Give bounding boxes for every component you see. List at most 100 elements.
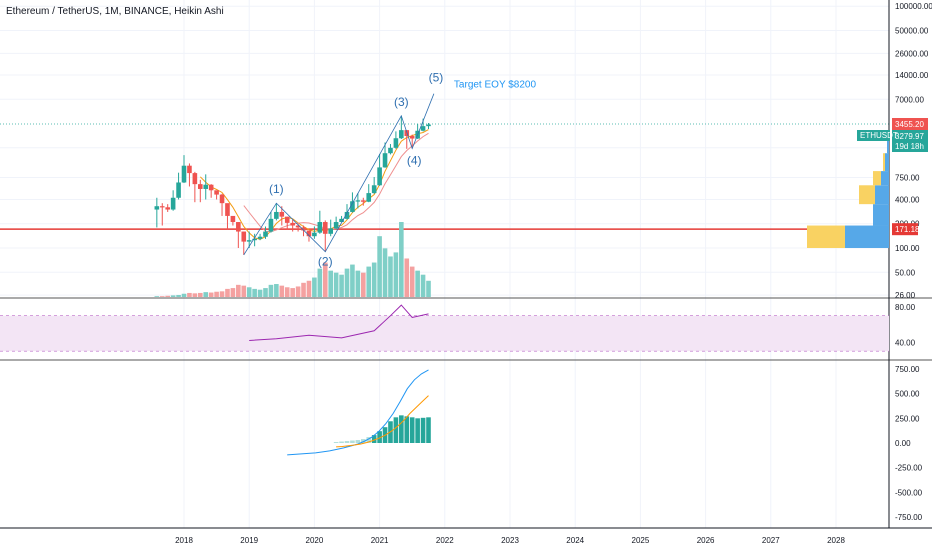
x-tick-label: 2022: [436, 536, 454, 545]
macd-tick-label: -750.00: [895, 513, 923, 522]
volume-bar: [257, 289, 263, 297]
volume-bar: [198, 292, 203, 297]
volume-bar: [219, 291, 225, 297]
macd-tick-label: -250.00: [895, 464, 923, 473]
candle-body: [382, 153, 388, 168]
candle-body: [154, 206, 160, 210]
x-tick-label: 2028: [827, 536, 845, 545]
macd-tick-label: 0.00: [895, 439, 911, 448]
candle-body: [344, 211, 350, 219]
volume-profile-blue: [887, 133, 889, 154]
candle-body: [377, 167, 382, 186]
volume-bar: [181, 293, 187, 297]
volume-bar: [279, 285, 285, 297]
rsi-line: [249, 304, 429, 341]
candle-body: [187, 165, 192, 174]
macd-hist-bar: [355, 440, 361, 443]
candle-body: [225, 203, 230, 216]
candle-body: [328, 228, 333, 234]
candle-body: [219, 194, 225, 204]
countdown-badge-bg: [892, 140, 928, 152]
candles: [154, 115, 431, 255]
grid: [0, 0, 889, 528]
macd-hist-bar: [339, 441, 344, 443]
volume-bar: [154, 296, 160, 297]
candle-body: [350, 201, 355, 212]
volume-bar: [165, 295, 170, 297]
volume-bar: [382, 248, 388, 297]
candle-body: [355, 200, 361, 202]
volume-bar: [388, 256, 393, 297]
price-axis: 100000.00 50000.00 26000.00 14000.00 7000.00…: [895, 2, 932, 522]
time-axis: 2018 2019 2020 2021 2022 2023 2024 2025 2026 2027…: [175, 536, 845, 545]
candle-body: [317, 222, 323, 233]
x-tick-label: 2026: [697, 536, 715, 545]
candle-body: [268, 218, 274, 232]
x-tick-label: 2018: [175, 536, 193, 545]
candle-body: [420, 126, 426, 131]
macd-hist-bar: [344, 441, 350, 443]
volume-bar: [404, 258, 410, 297]
candle-body: [236, 222, 241, 232]
volume-profile-yellow: [873, 171, 881, 186]
volume-profile-yellow: [859, 185, 875, 205]
candle-body: [333, 222, 339, 229]
x-tick-label: 2020: [306, 536, 324, 545]
candle-body: [159, 206, 165, 208]
macd-tick-label: 750.00: [895, 365, 920, 374]
x-tick-label: 2019: [240, 536, 258, 545]
volume-bar: [230, 288, 236, 297]
volume-profile: [807, 133, 889, 248]
volume-profile-yellow: [883, 153, 885, 172]
volume-bar: [350, 264, 355, 297]
volume-bar: [236, 284, 241, 297]
volume-bar: [426, 280, 431, 297]
close-price-badge: 3279.97: [895, 132, 924, 141]
macd-hist-bar: [350, 440, 355, 443]
macd-pane: [287, 369, 431, 456]
countdown-badge: 19d 18h: [895, 142, 924, 151]
pane-separators: [0, 0, 932, 529]
volume-bar: [328, 270, 333, 297]
close-price-badge-bg: [892, 130, 928, 142]
volume-bar: [176, 294, 181, 297]
volume-bar: [159, 296, 165, 297]
rsi-band: [0, 315, 889, 352]
macd-hist-bar: [393, 417, 399, 443]
candle-body: [306, 230, 312, 237]
candle-body: [192, 173, 198, 185]
candle-body: [284, 216, 290, 223]
candle-body: [274, 211, 279, 219]
volume-profile-blue: [885, 153, 889, 172]
volume-bar: [225, 288, 230, 297]
volume-profile-blue: [875, 185, 889, 205]
macd-hist-bar: [420, 417, 426, 443]
candle-body: [241, 231, 247, 242]
rsi-pane: [0, 304, 889, 352]
y-tick-label: 100000.00: [895, 2, 932, 11]
candle-body: [290, 222, 295, 226]
volume-bar: [409, 266, 415, 297]
candle-body: [176, 182, 181, 198]
volume-bar: [301, 282, 306, 297]
volume-bar: [393, 252, 399, 297]
volume-bar: [284, 287, 290, 297]
chart-title: Ethereum / TetherUS, 1M, BINANCE, Heikin…: [6, 6, 224, 17]
x-tick-label: 2027: [762, 536, 780, 545]
candle-body: [208, 184, 214, 191]
volume-bar: [415, 270, 420, 297]
candle-body: [295, 225, 301, 228]
volume-bar: [192, 293, 198, 297]
volume-bar: [366, 266, 372, 297]
macd-hist-bar: [404, 416, 410, 443]
volume-profile-blue: [845, 225, 889, 248]
volume-profile-blue: [881, 171, 889, 186]
support-badge: 171.18: [895, 225, 920, 234]
macd-hist-bar: [371, 435, 377, 443]
volume-bar: [187, 292, 192, 297]
macd-hist-bar: [361, 439, 366, 443]
candle-body: [214, 190, 219, 195]
candle-body: [366, 193, 372, 202]
volume-bar: [312, 277, 317, 297]
